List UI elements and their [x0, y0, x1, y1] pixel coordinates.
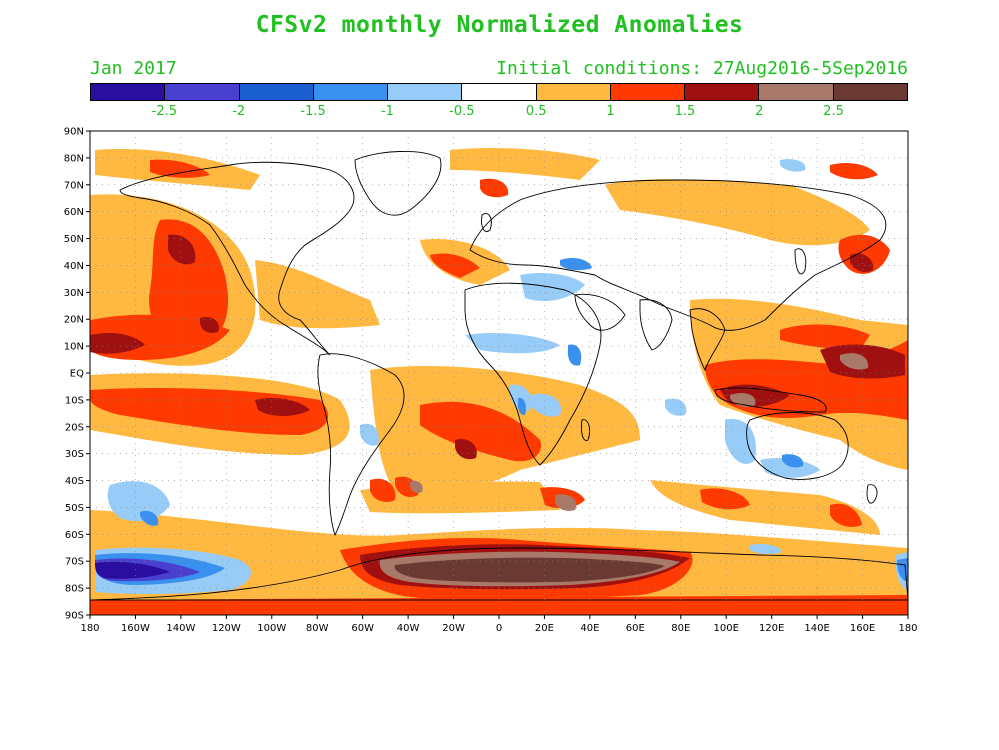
lat-label: 20N: [64, 315, 84, 326]
colorbar-label: 1.5: [674, 104, 696, 119]
lon-label: 120E: [759, 623, 784, 634]
lon-label: 160W: [121, 623, 150, 634]
latitude-labels: 90N 80N 70N 60N 50N 40N 30N 20N 10N EQ 10S 20S 30S 40…: [64, 127, 84, 622]
lat-label: 10N: [64, 342, 84, 353]
lon-label: 100E: [714, 623, 739, 634]
lat-label: 70N: [64, 180, 84, 191]
colorbar-swatch-8: [685, 84, 760, 100]
lat-label: 90N: [64, 127, 84, 138]
colorbar-swatch-5: [462, 84, 537, 100]
lon-label: 20E: [535, 623, 554, 634]
lat-label: 40S: [65, 476, 84, 487]
colorbar-label: 1: [606, 104, 615, 119]
map-title: CFSv2 monthly Normalized Anomalies: [255, 12, 744, 38]
initial-conditions: Initial conditions: 27Aug2016-5Sep2016: [496, 58, 908, 79]
colorbar-swatch-10: [833, 84, 907, 100]
lon-label: 140W: [166, 623, 195, 634]
gridlines: [86, 130, 909, 619]
colorbar-label: -2.5: [151, 104, 178, 119]
lat-label: 30S: [65, 449, 84, 460]
lat-label: 80N: [64, 153, 84, 164]
lon-label: 140E: [804, 623, 829, 634]
lon-label: 180: [80, 623, 99, 634]
colorbar-label: -1.5: [300, 104, 326, 119]
lat-label: 10S: [65, 395, 84, 406]
colorbar-label: -2: [232, 104, 246, 119]
lon-label: 60E: [626, 623, 645, 634]
lat-label: 40N: [64, 261, 84, 272]
lon-label: 120W: [212, 623, 241, 634]
colorbar-swatch-7: [610, 84, 686, 100]
lon-label: 80E: [671, 623, 690, 634]
lat-label: 70S: [65, 557, 84, 568]
colorbar-label: -0.5: [449, 104, 475, 119]
lat-label: EQ: [70, 369, 84, 380]
colorbar-swatch-4: [388, 84, 463, 100]
lon-label: 100W: [257, 623, 286, 634]
colorbar: [90, 83, 908, 101]
lon-label: 160E: [850, 623, 875, 634]
lat-label: 60N: [64, 207, 84, 218]
lat-label: 80S: [65, 584, 84, 595]
colorbar-swatch-1: [165, 84, 240, 100]
lat-label: 50S: [65, 503, 84, 514]
colorbar-swatch-0: [91, 84, 166, 100]
colorbar-label: 2: [755, 104, 764, 119]
colorbar-swatch-9: [759, 84, 834, 100]
lat-label: 30N: [64, 288, 84, 299]
lat-label: 90S: [65, 611, 84, 622]
colorbar-label: 0.5: [525, 104, 547, 119]
anomaly-negative-2.5: [95, 561, 170, 579]
target-month: Jan 2017: [90, 58, 177, 79]
lon-label: 40W: [397, 623, 420, 634]
colorbar-swatch-3: [313, 84, 389, 100]
colorbar-label: 2.5: [823, 104, 844, 119]
land-masses: [90, 151, 908, 601]
lat-label: 50N: [64, 234, 84, 245]
lon-label: 180: [898, 623, 917, 634]
lat-label: 20S: [65, 422, 84, 433]
lon-label: 60W: [351, 623, 374, 634]
lat-label: 60S: [65, 530, 84, 541]
lon-label: 40E: [580, 623, 599, 634]
anomaly-level-5: [394, 557, 665, 583]
colorbar-swatch-2: [239, 84, 314, 100]
colorbar-swatch-6: [536, 84, 611, 100]
lon-label: 80W: [306, 623, 329, 634]
colorbar-label: -1: [380, 104, 394, 119]
lon-label: 0: [496, 623, 502, 634]
lon-label: 20W: [442, 623, 465, 634]
longitude-labels: 180 160W 140W 120W 100W 80W 60W 40W 20W 0 20E 40E 60…: [80, 623, 917, 634]
